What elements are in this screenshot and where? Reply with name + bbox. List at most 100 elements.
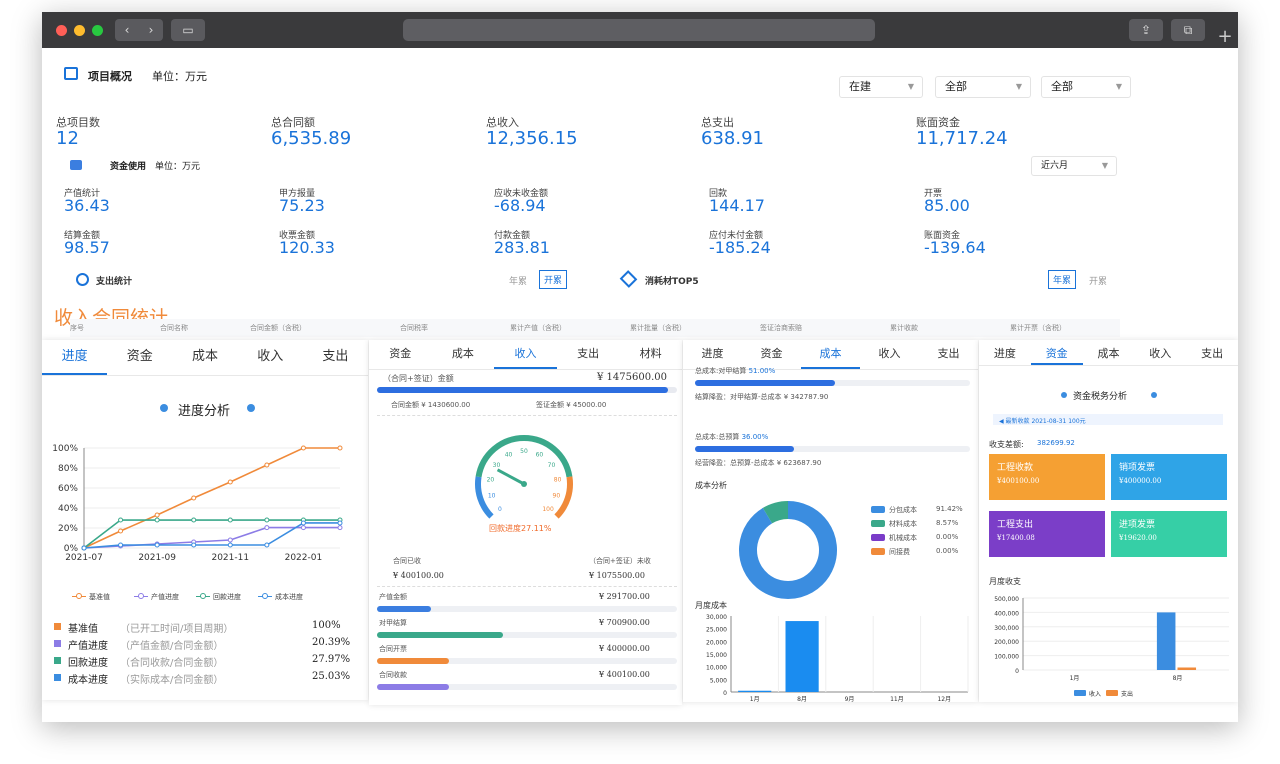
y-tick-label: 60% xyxy=(58,484,78,494)
y-tick-label: 300,000 xyxy=(994,625,1019,632)
browser-window: ‹ › ▭ ⇪ ⧉ + 项目概况 单位：万元 在建 ▼ 全部 ▼ 全部 ▼ 总项目数 1… xyxy=(42,12,1238,722)
finance-tile[interactable]: 进项发票 ¥19620.00 xyxy=(1111,511,1227,557)
minimize-window-button[interactable] xyxy=(74,25,85,36)
funds-tax-panel: 进度 资金 成本 收入 支出 资金税务分析 ◀ 最新收款 2021-08-31 100元… xyxy=(979,340,1238,702)
metric-square-icon xyxy=(54,623,61,630)
category-select[interactable]: 全部 ▼ xyxy=(935,76,1031,98)
legend-name: 间接费 xyxy=(889,548,910,556)
legend-label: 支出 xyxy=(1121,690,1133,698)
material-toggle-year[interactable]: 年累 xyxy=(1048,270,1077,289)
finance-tile[interactable]: 销项发票 ¥400000.00 xyxy=(1111,454,1227,500)
notice-icon: ◀ xyxy=(999,418,1006,425)
monthly-cost-title: 月度成本 xyxy=(695,601,727,610)
data-point xyxy=(300,445,306,451)
overview-stat-value: 11,717.24 xyxy=(916,128,1008,149)
tab-p3-4[interactable]: 支出 xyxy=(937,347,960,360)
metric-note: （合同收款/合同金额） xyxy=(120,658,224,669)
fund-stat-value: -68.94 xyxy=(494,196,546,215)
gauge-tick-label: 50 xyxy=(520,448,528,455)
fund-stat-value: 144.17 xyxy=(709,196,765,215)
tab-p2-1[interactable]: 成本 xyxy=(451,347,474,360)
tab-p1-4[interactable]: 支出 xyxy=(322,349,349,364)
metric-bar-value: ¥ 400000.00 xyxy=(599,644,650,653)
address-bar[interactable] xyxy=(403,19,875,41)
gauge-tick-label: 30 xyxy=(493,462,501,469)
cost-ratio-name: 总成本:总预算 xyxy=(695,433,742,441)
tab-p1-3[interactable]: 收入 xyxy=(257,349,284,364)
tab-p3-2[interactable]: 成本 xyxy=(801,340,860,369)
data-point xyxy=(191,517,197,523)
legend-name: 机械成本 xyxy=(889,534,917,542)
visa-amount: 签证金额 ¥ 45000.00 xyxy=(536,401,607,409)
table-column-header: 累计开票（含税） xyxy=(1010,324,1066,332)
region-select[interactable]: 全部 ▼ xyxy=(1041,76,1131,98)
data-point xyxy=(154,512,160,518)
finance-tile-value: ¥17400.08 xyxy=(997,534,1035,542)
material-toggle-all[interactable]: 开累 xyxy=(1089,277,1108,287)
tab-p4-4[interactable]: 支出 xyxy=(1201,347,1224,360)
metric-bar-fill xyxy=(377,684,449,690)
y-tick-label: 400,000 xyxy=(994,610,1019,617)
tabs-overview-button[interactable]: ⧉ xyxy=(1171,19,1205,41)
overview-stat-value: 12,356.15 xyxy=(486,128,578,149)
tab-p2-4[interactable]: 材料 xyxy=(639,347,662,360)
status-select[interactable]: 在建 ▼ xyxy=(839,76,923,98)
bar xyxy=(785,621,819,692)
period-select[interactable]: 近六月 ▼ xyxy=(1031,156,1117,176)
tab-p2-2[interactable]: 收入 xyxy=(494,340,557,369)
fund-stat-label: 应付未付金额 xyxy=(709,231,764,241)
fund-stat-value: 85.00 xyxy=(924,196,970,215)
cost-panel-tabs: 进度 资金 成本 收入 支出 xyxy=(683,340,978,370)
legend-name: 分包成本 xyxy=(889,506,917,514)
tab-p3-1[interactable]: 资金 xyxy=(760,347,783,360)
tab-p2-3[interactable]: 支出 xyxy=(577,347,600,360)
legend-label: 收入 xyxy=(1089,690,1101,698)
tab-p4-0[interactable]: 进度 xyxy=(993,347,1016,360)
tab-p4-2[interactable]: 成本 xyxy=(1097,347,1120,360)
overview-unit: 单位：万元 xyxy=(152,70,207,83)
contract-total-bar xyxy=(377,387,668,393)
tab-p1-2[interactable]: 成本 xyxy=(192,349,219,364)
metric-bar-label: 产值金额 xyxy=(379,593,407,601)
period-select-value: 近六月 xyxy=(1041,161,1069,171)
new-tab-button[interactable]: + xyxy=(1212,24,1238,52)
sidebar-toggle-button[interactable]: ▭ xyxy=(171,19,205,41)
progress-analysis-title: 进度分析 xyxy=(178,404,231,419)
legend-label: 产值进度 xyxy=(151,593,179,601)
tab-p3-0[interactable]: 进度 xyxy=(701,347,724,360)
tab-p3-3[interactable]: 收入 xyxy=(878,347,901,360)
cost-ratio-sub: 经营降盈：总预算-总成本 ¥ 623687.90 xyxy=(695,459,822,467)
dot-icon xyxy=(160,404,168,412)
cost-ratio-label: 总成本:对甲结算 51.00% xyxy=(695,366,775,376)
gauge-label: 回款进度27.11% xyxy=(489,524,552,533)
data-point xyxy=(227,542,233,548)
zoom-window-button[interactable] xyxy=(92,25,103,36)
share-button[interactable]: ⇪ xyxy=(1129,19,1163,41)
y-tick-label: 30,000 xyxy=(706,614,727,621)
data-point xyxy=(154,517,160,523)
tab-p4-3[interactable]: 收入 xyxy=(1149,347,1172,360)
expense-toggle-all[interactable]: 开累 xyxy=(539,270,568,289)
x-tick-label: 8月 xyxy=(1173,675,1183,682)
close-window-button[interactable] xyxy=(56,25,67,36)
data-point xyxy=(337,520,343,526)
tabs-icon: ⧉ xyxy=(1183,23,1193,37)
expense-toggle-year[interactable]: 年累 xyxy=(509,277,528,287)
metric-square-icon xyxy=(54,674,61,681)
finance-tile-name: 工程支出 xyxy=(997,520,1034,530)
back-arrow-icon[interactable]: ‹ xyxy=(124,23,130,37)
tab-p1-0[interactable]: 进度 xyxy=(42,340,108,375)
tab-p4-1[interactable]: 资金 xyxy=(1030,340,1083,365)
tab-p2-0[interactable]: 资金 xyxy=(389,347,412,360)
tab-p1-1[interactable]: 资金 xyxy=(126,349,153,364)
forward-arrow-icon[interactable]: › xyxy=(148,23,154,37)
gauge-tick-label: 20 xyxy=(487,477,495,484)
expense-title: 支出统计 xyxy=(96,277,133,287)
fund-stat-label: 结算金额 xyxy=(64,231,101,241)
y-tick-label: 15,000 xyxy=(706,652,727,659)
overview-title: 项目概况 xyxy=(88,70,132,83)
status-select-value: 在建 xyxy=(849,80,871,93)
finance-tile[interactable]: 工程支出 ¥17400.08 xyxy=(989,511,1105,557)
title-bar: ‹ › ▭ ⇪ ⧉ xyxy=(42,12,1238,48)
finance-tile[interactable]: 工程收款 ¥400100.00 xyxy=(989,454,1105,500)
